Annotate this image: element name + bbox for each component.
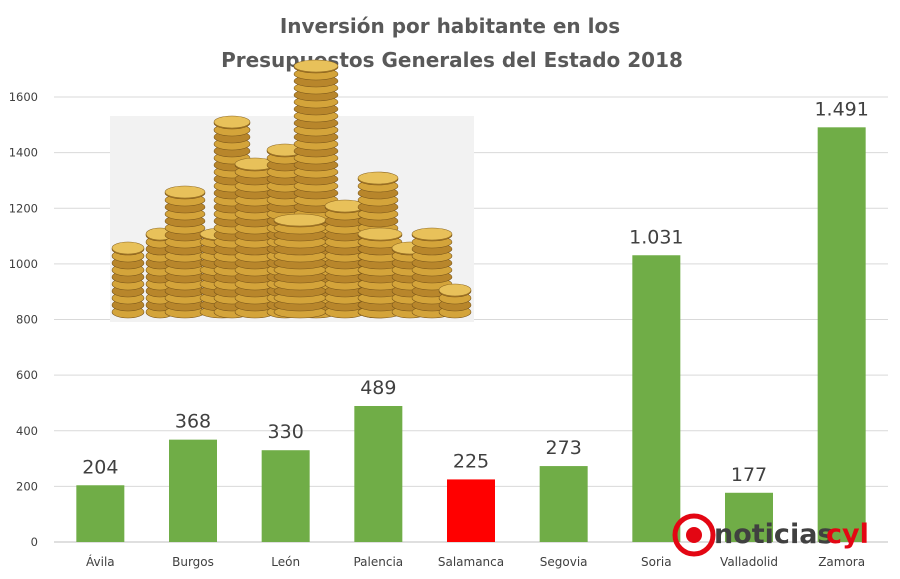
bar [539,466,588,542]
coin-stacks-image [110,59,474,322]
bar [817,127,866,543]
bar [354,405,403,542]
chart-title-line-1: Inversión por habitante en los [280,14,620,38]
x-tick-label: Burgos [172,555,214,569]
data-label: 1.491 [814,98,868,120]
data-label: 225 [453,450,489,472]
data-label: 330 [268,421,304,443]
x-tick-label: Zamora [818,555,865,569]
x-tick-label: Salamanca [438,555,504,569]
y-tick-label: 0 [31,535,38,549]
data-label: 1.031 [629,226,683,248]
y-axis-ticks: 0 200 400 600 800 1000 1200 1400 1600 [9,90,38,549]
data-label: 177 [731,464,767,486]
x-tick-label: Soria [641,555,672,569]
logo-text-noticias: noticias [714,519,833,550]
y-tick-label: 1400 [9,146,38,160]
x-tick-label: Ávila [86,554,115,569]
x-tick-label: Segovia [540,555,588,569]
logo-text-cyl: cyl [826,519,869,550]
y-tick-label: 1600 [9,90,38,104]
bar [725,492,773,542]
noticiascyl-logo: noticias cyl [672,513,869,557]
y-tick-label: 200 [16,479,38,493]
x-tick-label: Valladolid [720,555,778,569]
y-tick-label: 400 [16,424,38,438]
y-tick-label: 600 [16,368,38,382]
x-tick-label: León [271,555,300,569]
bar [447,479,495,542]
bar [76,485,125,542]
y-tick-label: 1200 [9,201,38,215]
chart-title-line-2: Presupuestos Generales del Estado 2018 [221,48,683,72]
bar [632,255,681,543]
bars [76,127,866,543]
y-tick-label: 800 [16,313,38,327]
y-tick-label: 1000 [9,257,38,271]
x-axis-labels: Ávila Burgos León Palencia Salamanca Segovia S… [86,554,865,569]
x-tick-label: Palencia [353,555,403,569]
data-label: 273 [546,437,582,459]
data-label: 489 [360,377,396,399]
bar [261,450,310,542]
data-label: 368 [175,411,211,433]
data-labels: 204 368 330 489 225 273 1.031 177 1.491 [82,98,869,485]
data-label: 204 [82,456,118,478]
bar [169,439,217,542]
